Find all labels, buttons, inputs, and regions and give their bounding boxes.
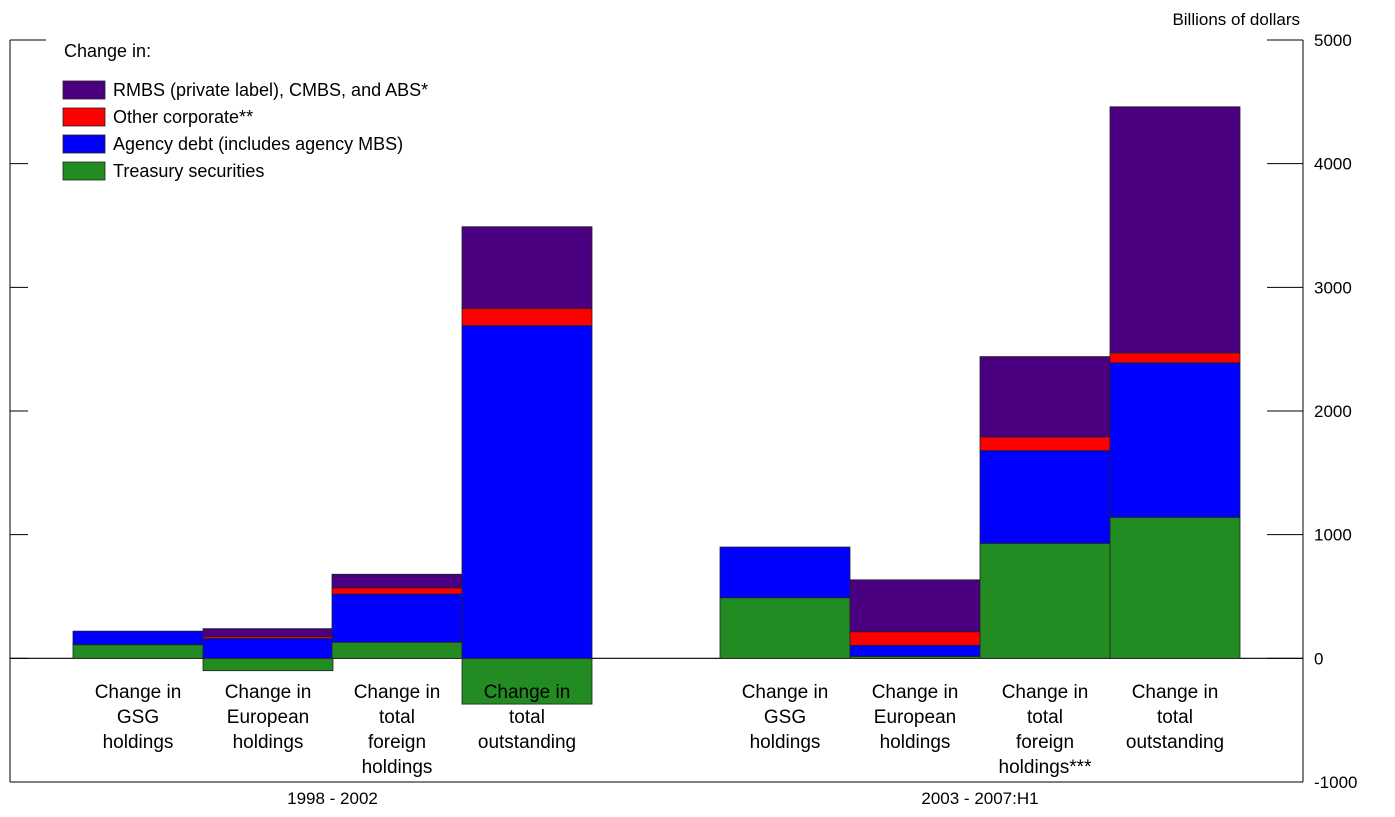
- category-label: holdings: [233, 732, 304, 753]
- bar-segment: [849, 631, 981, 646]
- y-unit-label: Billions of dollars: [1172, 10, 1300, 29]
- category-label: European: [227, 707, 309, 728]
- y-tick-label: 3000: [1314, 278, 1352, 297]
- legend-label: Treasury securities: [113, 161, 264, 181]
- y-tick-label: 2000: [1314, 402, 1352, 421]
- category-label: total: [379, 707, 415, 728]
- y-tick-label: 5000: [1314, 31, 1352, 50]
- legend-swatch: [62, 107, 106, 127]
- y-tick-label: -1000: [1314, 773, 1357, 792]
- bar-segment: [202, 638, 334, 659]
- y-tick-label: 0: [1314, 649, 1323, 668]
- category-label: holdings***: [999, 757, 1093, 778]
- bar-segment: [1109, 352, 1241, 364]
- category-label: total: [1027, 707, 1063, 728]
- category-label: foreign: [368, 732, 426, 753]
- category-label: European: [874, 707, 956, 728]
- category-label: foreign: [1016, 732, 1074, 753]
- category-label: total: [1157, 707, 1193, 728]
- bar-segment: [202, 657, 334, 672]
- category-label: Change in: [872, 682, 959, 703]
- category-label: Change in: [354, 682, 441, 703]
- bar-segment: [979, 450, 1111, 544]
- legend-label: Other corporate**: [113, 107, 253, 127]
- bar-segment: [849, 579, 981, 633]
- legend-label: RMBS (private label), CMBS, and ABS*: [113, 80, 428, 100]
- category-label: outstanding: [1126, 732, 1224, 753]
- legend-swatch: [62, 80, 106, 100]
- category-label: Change in: [225, 682, 312, 703]
- bar-segment: [1109, 106, 1241, 354]
- category-label: Change in: [484, 682, 571, 703]
- category-label: Change in: [742, 682, 829, 703]
- bar-segment: [72, 644, 204, 659]
- y-tick-label: 4000: [1314, 155, 1352, 174]
- bar-segment: [461, 307, 593, 327]
- category-label: Change in: [1132, 682, 1219, 703]
- legend-title: Change in:: [64, 41, 151, 61]
- legend-swatch: [62, 134, 106, 154]
- category-label: holdings: [750, 732, 821, 753]
- bar-segment: [719, 597, 851, 659]
- bar-segment: [979, 542, 1111, 659]
- bar-segment: [1109, 362, 1241, 518]
- category-label: GSG: [764, 707, 806, 728]
- group-label: 1998 - 2002: [287, 789, 378, 808]
- bar-segment: [331, 593, 463, 643]
- category-label: total: [509, 707, 545, 728]
- bar-segment: [719, 546, 851, 599]
- bar-segment: [461, 325, 593, 659]
- bar-segment: [1109, 516, 1241, 659]
- category-label: holdings: [362, 757, 433, 778]
- legend-swatch: [62, 161, 106, 181]
- legend-label: Agency debt (includes agency MBS): [113, 134, 403, 154]
- bar-segment: [331, 641, 463, 659]
- bar-segment: [202, 628, 334, 638]
- y-tick-label: 1000: [1314, 526, 1352, 545]
- category-label: Change in: [95, 682, 182, 703]
- bar-segment: [461, 657, 593, 705]
- bar-segment: [461, 226, 593, 309]
- group-label: 2003 - 2007:H1: [921, 789, 1038, 808]
- category-label: Change in: [1002, 682, 1089, 703]
- category-label: GSG: [117, 707, 159, 728]
- bar-segment: [331, 587, 463, 595]
- category-label: outstanding: [478, 732, 576, 753]
- bar-segment: [979, 356, 1111, 438]
- bar-segment: [979, 436, 1111, 451]
- category-label: holdings: [880, 732, 951, 753]
- bar-segment: [72, 630, 204, 646]
- category-label: holdings: [103, 732, 174, 753]
- bar-segment: [331, 573, 463, 589]
- bar-segment: [849, 644, 981, 657]
